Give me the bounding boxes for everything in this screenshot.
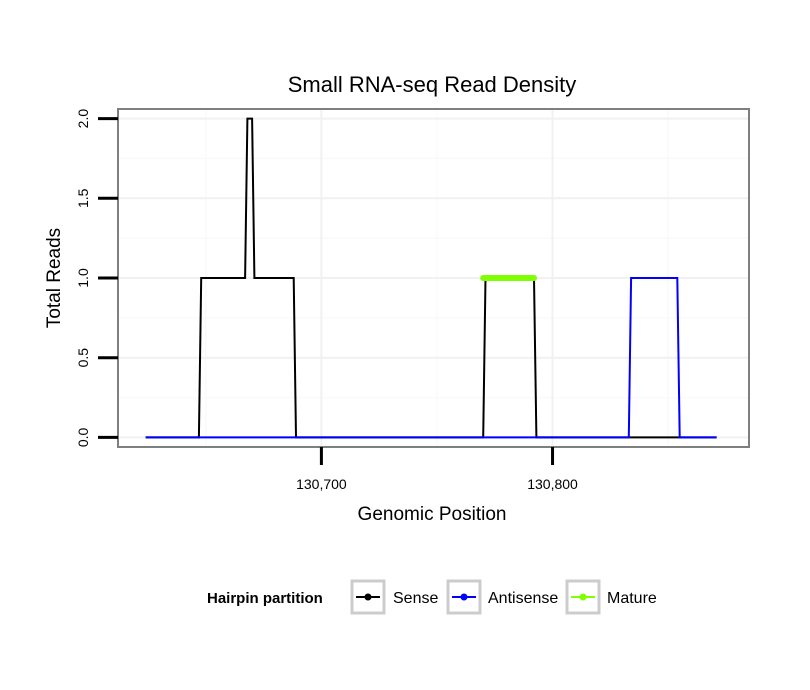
x-axis: 130,700 130,800 (296, 447, 578, 492)
legend-label-antisense: Antisense (488, 590, 558, 607)
legend-dot-mature (579, 593, 587, 601)
legend-label-sense: Sense (393, 590, 438, 607)
y-axis-title: Total Reads (44, 228, 65, 328)
x-tick-label: 130,700 (296, 476, 347, 492)
y-tick-label: 1.5 (75, 188, 91, 208)
legend-item-antisense: Antisense (446, 579, 558, 615)
legend: Hairpin partition Sense Antisense Mature (207, 579, 657, 615)
series-line-antisense (145, 277, 717, 439)
chart-title: Small RNA-seq Read Density (288, 72, 577, 97)
legend-dot-sense (364, 593, 372, 601)
y-tick-label: 0.0 (75, 427, 91, 447)
x-tick-label: 130,800 (527, 476, 578, 492)
plot-panel (117, 108, 750, 448)
legend-label-mature: Mature (607, 590, 657, 607)
y-tick-label: 0.5 (75, 348, 91, 368)
x-axis-title: Genomic Position (358, 504, 507, 525)
y-tick-label: 2.0 (75, 109, 91, 129)
legend-item-sense: Sense (350, 579, 438, 615)
series-layer (145, 117, 717, 439)
legend-title: Hairpin partition (207, 590, 323, 607)
legend-dot-antisense (460, 593, 468, 601)
legend-item-mature: Mature (565, 579, 657, 615)
y-tick-label: 1.0 (75, 268, 91, 288)
y-axis: 0.0 0.5 1.0 1.5 2.0 (75, 109, 118, 447)
